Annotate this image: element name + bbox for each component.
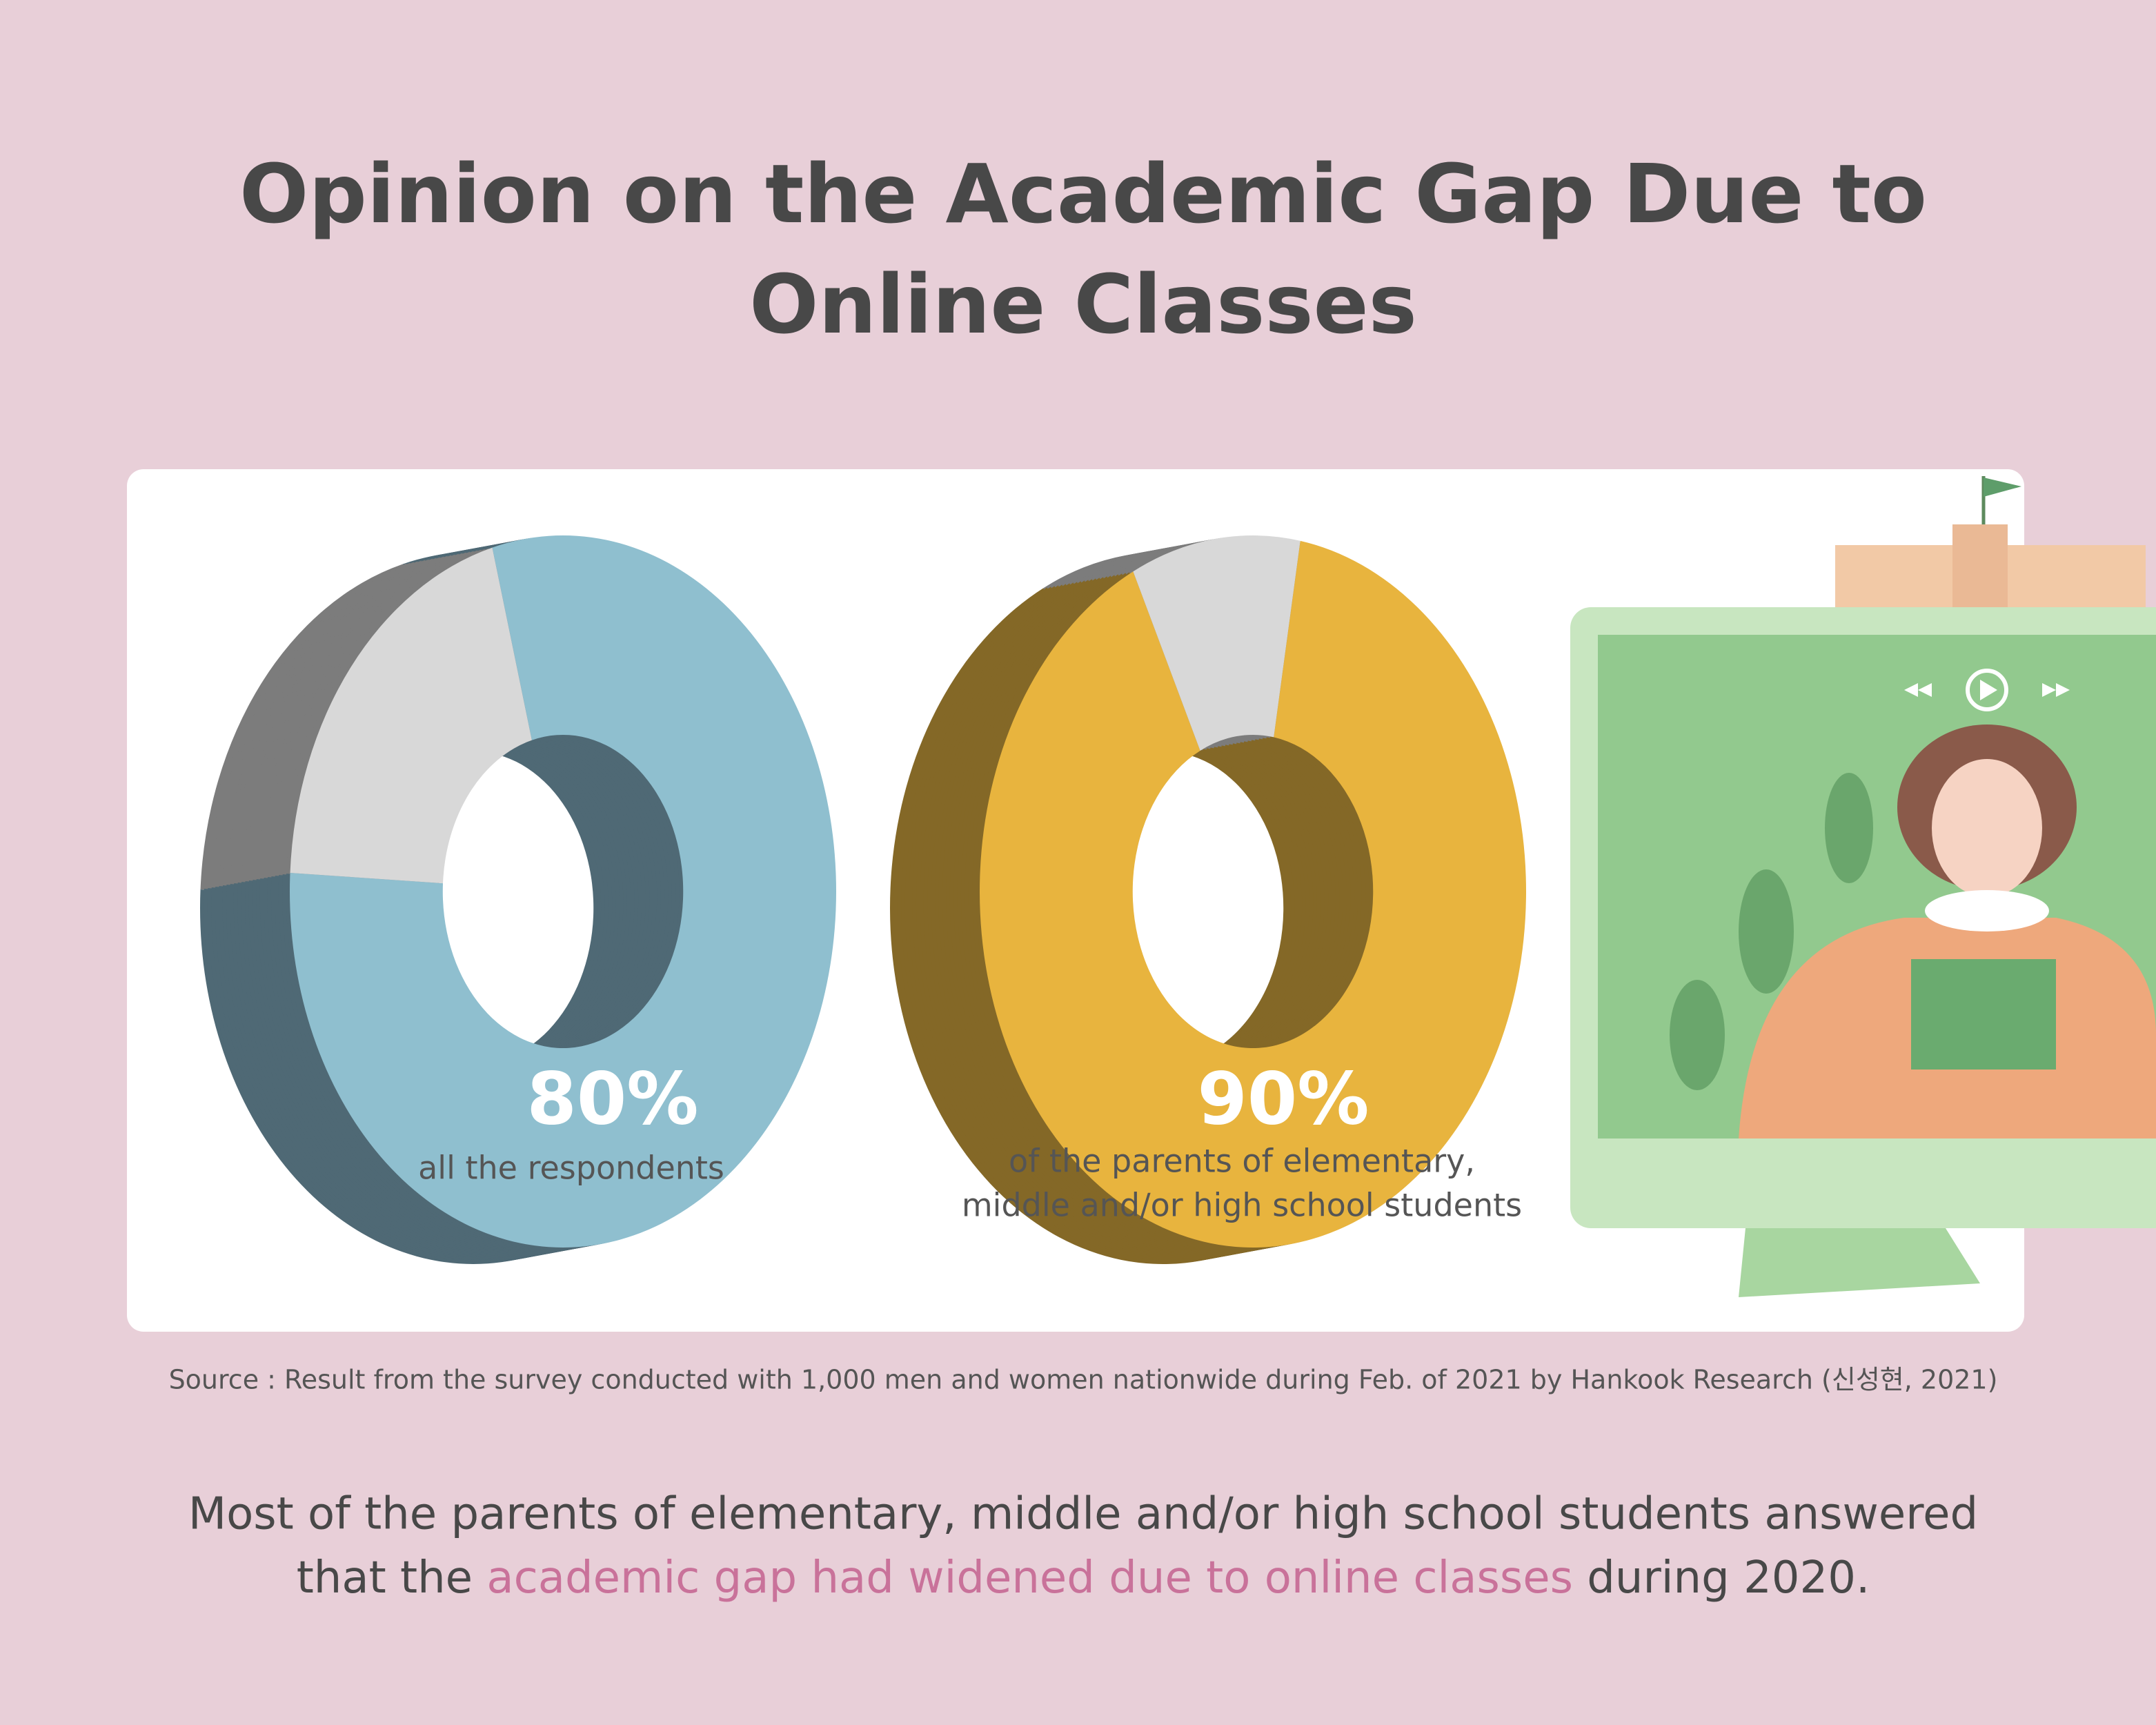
source: Source : Result from the survey conducte… — [169, 1365, 1998, 1395]
rewind-icon — [1904, 683, 1932, 697]
summary: Most of the parents of elementary, middl… — [188, 1489, 1978, 1540]
charts: 80% all the respondents 90%of the parents … — [199, 535, 1526, 1265]
summary: that the academic gap had widened due to… — [297, 1552, 1870, 1604]
value-label: 80% — [527, 1056, 699, 1141]
title: Opinion on the Academic Gap Due to — [239, 146, 1927, 241]
monitor-stand — [1739, 1228, 1980, 1297]
slice — [980, 540, 1526, 1248]
caption: middle and/or high school students — [962, 1187, 1522, 1224]
summary-text: that the — [297, 1552, 487, 1604]
teacher-face — [1932, 759, 2042, 897]
illustration — [1570, 476, 2156, 1297]
book — [1911, 959, 2056, 1070]
plant — [1739, 869, 1794, 994]
play-icon — [1980, 680, 1997, 700]
slice — [1133, 535, 1300, 751]
summary-text: during 2020. — [1573, 1552, 1870, 1604]
play-button — [1966, 669, 2008, 711]
plant — [1670, 980, 1725, 1090]
value-label: 90% — [1198, 1056, 1369, 1141]
caption: of the parents of elementary, — [1009, 1143, 1475, 1180]
caption: all the respondents — [418, 1150, 724, 1187]
forward-icon — [2042, 683, 2070, 697]
plant — [1825, 773, 1873, 883]
flag — [1984, 477, 2021, 497]
school-tower — [1952, 524, 2008, 607]
summary-highlight: academic gap had widened due to online c… — [486, 1552, 1573, 1604]
title: Online Classes — [749, 257, 1417, 352]
teacher-collar — [1925, 890, 2049, 931]
slice — [290, 535, 836, 1248]
slice — [290, 547, 532, 884]
